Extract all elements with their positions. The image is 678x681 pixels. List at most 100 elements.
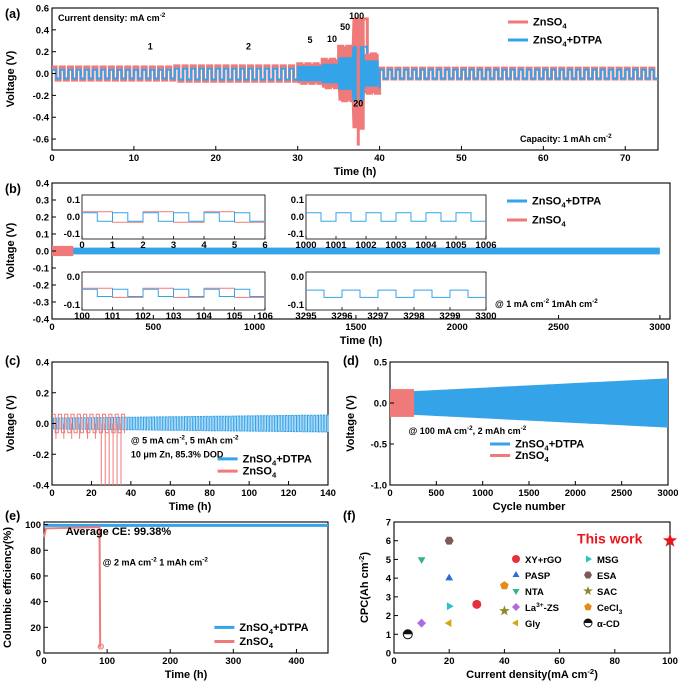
panel-f-x-tick-label: 60 — [554, 656, 565, 667]
panel-d-xlabel: Cycle number — [493, 501, 566, 513]
panel-f-legend-marker — [512, 619, 518, 627]
panel-f-point-esa — [444, 536, 454, 545]
panel-f-y-tick-label: 2 — [386, 611, 391, 622]
panel-b-inset-ytick-label: 0.0 — [67, 272, 80, 283]
panel-f-y-tick-label: 6 — [386, 536, 391, 547]
panel-b-band-dtpa — [52, 247, 660, 255]
panel-a-x-tick-label: 0 — [49, 153, 54, 164]
panel-e-legend-dtpa-label: ZnSO4+DTPA — [239, 622, 308, 636]
panel-f-x-tick-label: 100 — [662, 656, 678, 667]
panel-a-x-tick-label: 50 — [456, 153, 467, 164]
panel-b-inset-tick-label: 102 — [135, 311, 151, 322]
panel-d-annotation: @ 100 mA cm-2, 2 mAh cm-2 — [409, 425, 527, 436]
panel-d-y-tick-label: 0.0 — [374, 399, 387, 410]
panel-b-inset-tick-label: 1 — [110, 240, 116, 251]
panel-f-xlabel: Current density(mA cm-2) — [466, 667, 598, 681]
panel-b-inset-tick-label: 0 — [79, 240, 84, 251]
panel-b-inset-ytick-label: 0.0 — [67, 212, 80, 223]
panel-b-inset-dtpa — [306, 289, 486, 298]
panel-f-highlight-label: This work — [577, 531, 643, 547]
panel-b-inset-tick-label: 1000 — [295, 240, 316, 251]
panel-f-point-cecl — [500, 581, 509, 590]
panel-b-inset-tick-label: 1004 — [415, 240, 437, 251]
panel-a-rate-label: 20 — [353, 98, 363, 108]
panel-c-series-dtpa — [52, 414, 329, 433]
panel-f-legend-label: NTA — [525, 587, 544, 598]
panel-f-legend-label: PASP — [525, 571, 551, 582]
panel-b-inset-tick-label: 3300 — [475, 311, 496, 322]
panel-b-inset-tick-label: 3 — [171, 240, 176, 251]
panel-b-xlabel: Time (h) — [340, 335, 383, 347]
panel-f-legend-label: α-CD — [597, 619, 620, 630]
panel-b-inset-tick-label: 3297 — [367, 311, 388, 322]
panel-b-inset-tick-label: 105 — [227, 311, 244, 322]
panel-a-tag: (a) — [5, 7, 20, 21]
panel-b-inset-tick-label: 1005 — [445, 240, 467, 251]
panel-b-inset-tick-label: 104 — [196, 311, 213, 322]
panel-b-inset-tick-label: 1002 — [355, 240, 376, 251]
panel-a-legend-znso4-label: ZnSO4 — [533, 17, 567, 31]
panel-a-y-tick-label: 0.2 — [36, 47, 49, 58]
panel-b-inset-tick-label: 3298 — [403, 311, 424, 322]
panel-e-y-tick-label: 60 — [30, 571, 41, 582]
panel-f-legend-label: XY+rGO — [525, 555, 562, 566]
panel-b-inset-tick-label: 1003 — [385, 240, 406, 251]
panel-f-point--cd-fill — [403, 629, 413, 635]
panel-f-point-gly — [444, 619, 452, 627]
panel-e-y-tick-label: 0 — [36, 649, 41, 660]
panel-b-inset-tick-label: 101 — [105, 311, 122, 322]
panel-c-y-tick-label: 0.4 — [36, 358, 50, 369]
panel-f-legend-marker — [512, 571, 520, 577]
panel-b-inset-tick-label: 3295 — [295, 311, 317, 322]
panel-b-inset-ytick-label: 0.1 — [67, 195, 81, 206]
panel-a-rate-label: 5 — [307, 35, 312, 45]
panel-d-y-tick-label: -1.0 — [371, 481, 387, 492]
panel-c-legend-dtpa-label: ZnSO4+DTPA — [243, 453, 312, 467]
panel-f-y-tick-label: 4 — [386, 574, 392, 585]
panel-e-drop-marker — [97, 643, 104, 650]
panel-d-x-tick-label: 0 — [387, 488, 392, 499]
panel-b-band-znso4 — [52, 245, 74, 257]
panel-f-legend-label: CeCl3 — [597, 603, 623, 616]
panel-b-inset-dtpa — [82, 212, 265, 222]
panel-c-tag: (c) — [5, 354, 20, 368]
panel-f-legend-marker — [512, 603, 520, 611]
panel-c-y-tick-label: -0.4 — [33, 481, 50, 492]
panel-a-y-tick-label: -0.4 — [33, 113, 50, 124]
panel-b-y-tick-label: 0.3 — [36, 196, 49, 207]
panel-a-rate-label: 10 — [327, 34, 337, 44]
panel-b-x-tick-label: 3000 — [649, 322, 670, 333]
panel-f-point-xy-rgo — [472, 599, 482, 609]
panel-a-rate-label: 1 — [148, 42, 153, 52]
panel-c-series-znso4 — [52, 413, 125, 434]
panel-d-tag: (d) — [343, 354, 359, 368]
panel-b-inset-tick-label: 3299 — [439, 311, 460, 322]
panel-e-y-tick-label: 20 — [30, 623, 41, 634]
panel-f-legend-marker-fill — [584, 619, 592, 623]
panel-c-y-tick-label: 0.0 — [36, 419, 49, 430]
panel-e-annotation-ce: Average CE: 99.38% — [66, 526, 172, 538]
panel-d-band-znso4 — [390, 389, 415, 417]
panel-f-y-tick-label: 1 — [386, 630, 392, 641]
panel-b-inset-tick-label: 100 — [74, 311, 90, 322]
panel-f-point-this-work — [662, 533, 678, 547]
panel-b-x-tick-label: 1500 — [345, 322, 366, 333]
panel-e-x-tick-label: 200 — [162, 656, 178, 667]
panel-a-rate-label: 100 — [349, 11, 364, 21]
panel-b-inset-dtpa — [82, 288, 265, 297]
panel-f-legend-marker — [512, 555, 520, 563]
panel-d-x-tick-label: 2500 — [611, 488, 632, 499]
panel-f-y-tick-label: 7 — [386, 518, 391, 529]
panel-b-x-tick-label: 1000 — [244, 322, 265, 333]
panel-e-x-tick-label: 100 — [99, 656, 115, 667]
panel-a-xlabel: Time (h) — [334, 166, 377, 178]
panel-c-ylabel: Voltage (V) — [5, 395, 17, 452]
panel-b-y-tick-label: -0.1 — [33, 264, 50, 275]
panel-d-legend-znso4-label: ZnSO4 — [515, 450, 549, 464]
panel-e-series-znso4 — [43, 526, 102, 648]
panel-b-tag: (b) — [5, 182, 21, 196]
panel-b-x-tick-label: 2500 — [548, 322, 569, 333]
panel-f-legend-label: Gly — [525, 619, 541, 630]
panel-b-y-tick-label: -0.4 — [33, 315, 50, 326]
panel-c-legend-znso4-label: ZnSO4 — [243, 466, 277, 480]
